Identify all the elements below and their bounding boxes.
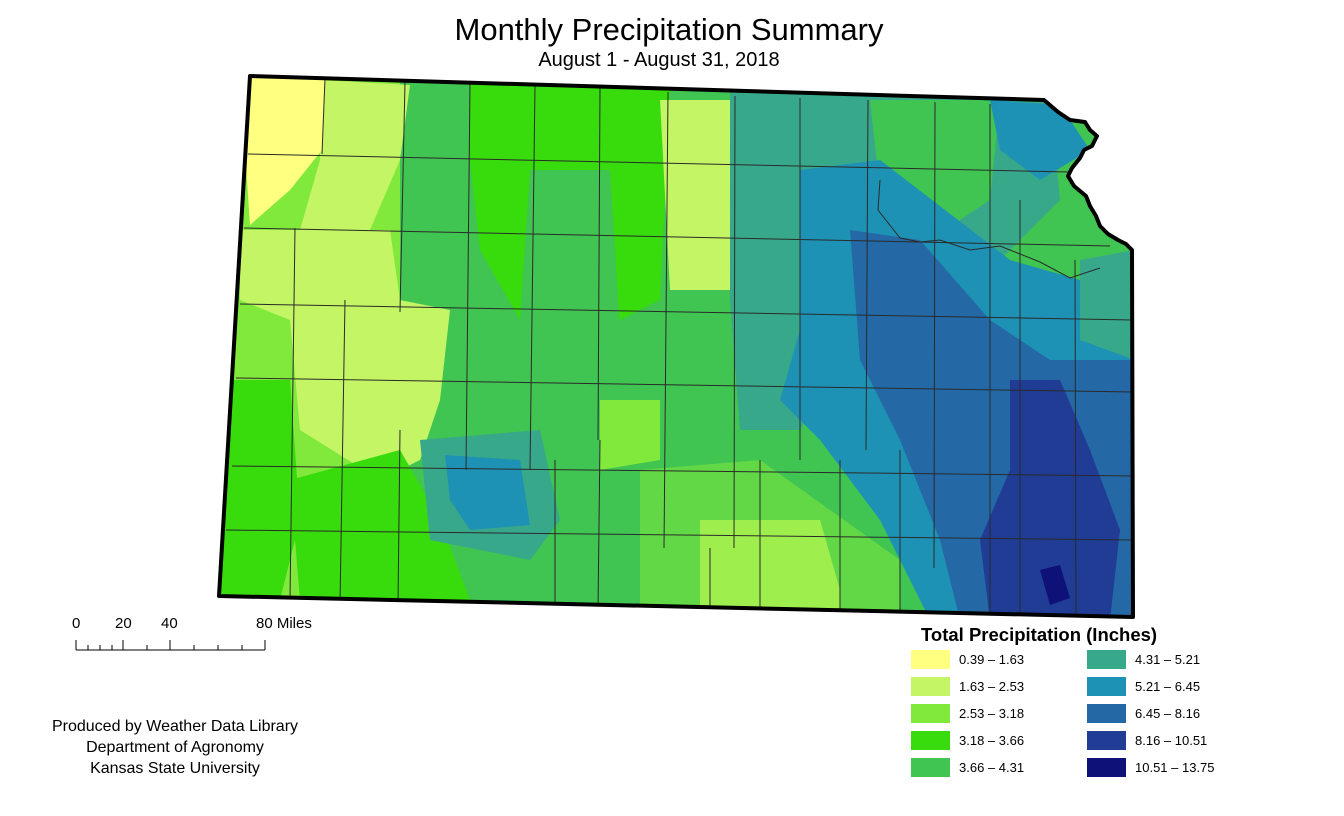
legend-swatch [1087,650,1126,669]
scale-bar-ruler [75,640,266,651]
legend-label: 2.53 – 3.18 [959,706,1025,721]
precip-zone-southwest-wet [445,455,530,530]
scale-label-80-miles: 80 Miles [256,615,312,632]
legend-label: 10.51 – 13.75 [1135,760,1215,775]
scale-label-0: 0 [72,615,81,632]
legend-swatch [1087,758,1126,777]
legend-label: 4.31 – 5.21 [1135,652,1201,667]
legend-swatch [911,758,950,777]
precip-zone-northwest-driest [245,76,325,225]
credit-line-3: Kansas State University [90,760,260,777]
precip-zone-west-dry [240,230,450,480]
legend-swatch [1087,731,1126,750]
precip-zone-central [520,170,620,400]
precip-zone-northeast-blue [990,100,1090,180]
legend-title: Total Precipitation (Inches) [921,624,1158,645]
scale-label-40: 40 [161,615,178,632]
scale-bar: 0 20 40 80 Miles [60,612,340,662]
credit-line-2: Department of Agronomy [86,739,264,756]
precip-zone-southeast-extreme [1040,565,1070,605]
map-title: Monthly Precipitation Summary [454,12,884,47]
precip-zone-southwest-moist [290,450,470,600]
precip-zone-north-central-dry [660,100,730,290]
precip-zone-west-moist [220,380,300,600]
precip-zone-central-light [600,400,660,470]
precip-zone-east-edge [1080,250,1133,360]
legend-label: 8.16 – 10.51 [1135,733,1208,748]
map-subtitle: August 1 - August 31, 2018 [538,49,780,71]
legend-swatch [1087,704,1126,723]
precip-zone-northwest-dry [300,80,410,230]
precip-zone-southeast-heavy [980,380,1120,617]
legend-label: 3.66 – 4.31 [959,760,1025,775]
legend-label: 3.18 – 3.66 [959,733,1025,748]
scale-label-20: 20 [115,615,132,632]
credit-block: Produced by Weather Data Library Departm… [20,716,330,779]
legend-swatch [911,650,950,669]
legend-swatch [911,704,950,723]
legend-swatch [1087,677,1126,696]
credit-line-1: Produced by Weather Data Library [51,718,299,735]
kansas-river-line [877,179,1101,279]
kansas-state-outline [217,74,1135,619]
legend-label: 6.45 – 8.16 [1135,706,1201,721]
legend-swatch [911,731,950,750]
precip-zone-south-central-light [640,460,900,617]
legend-label: 0.39 – 1.63 [959,652,1025,667]
legend: 0.39 – 1.63 1.63 – 2.53 2.53 – 3.18 3.18 – … [911,650,1311,790]
legend-label: 1.63 – 2.53 [959,679,1025,694]
county-boundaries [225,77,1133,617]
legend-label: 5.21 – 6.45 [1135,679,1201,694]
legend-swatch [911,677,950,696]
